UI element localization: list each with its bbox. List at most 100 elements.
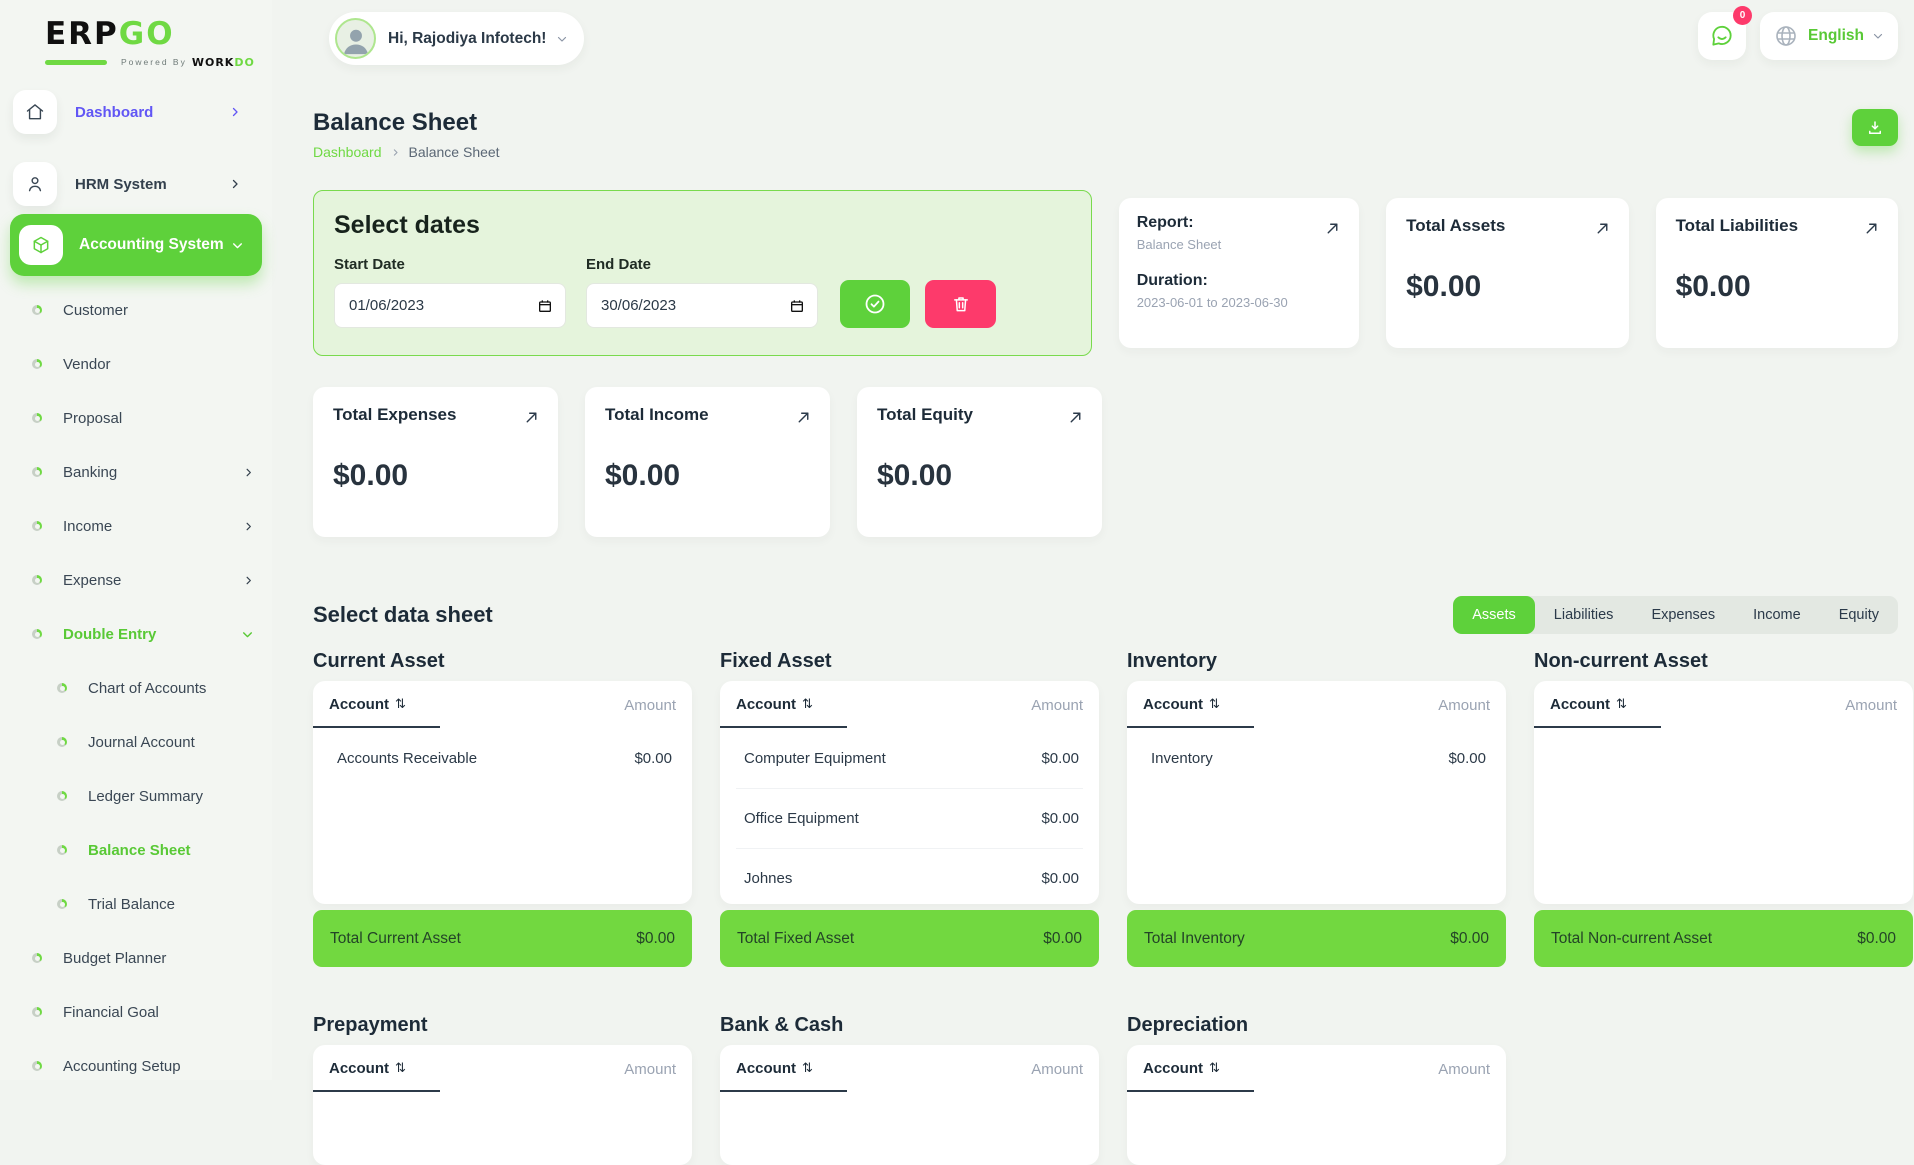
start-date-label: Start Date (334, 256, 405, 273)
sort-icon: ⇅ (1616, 697, 1627, 712)
bullet-icon (57, 683, 67, 693)
sort-icon: ⇅ (395, 697, 406, 712)
globe-icon (1774, 24, 1798, 48)
total-amount: $0.00 (1450, 929, 1489, 947)
amount-cell: $0.00 (1448, 749, 1486, 767)
sidebar: ERPGO Powered By WORKDO Dashboard HRM Sy… (0, 0, 272, 1080)
amount-cell: $0.00 (1041, 749, 1079, 767)
arrow-up-right-icon[interactable] (795, 409, 812, 426)
account-cell: Accounts Receivable (337, 749, 478, 767)
sidebar-item-dashboard[interactable]: Dashboard (13, 90, 259, 134)
bank-cash-section: Bank & Cash Account ⇅ Amount (720, 1014, 1099, 1165)
notifications-button[interactable]: 0 (1698, 6, 1753, 60)
account-column-header[interactable]: Account ⇅ (313, 1060, 440, 1092)
sort-icon: ⇅ (1209, 1061, 1220, 1076)
stat-value: $0.00 (1675, 270, 1751, 303)
user-menu[interactable]: Hi, Rajodiya Infotech! (329, 12, 585, 65)
data-sheet-header: Select data sheet Assets Liabilities Exp… (313, 596, 1898, 634)
depreciation-section: Depreciation Account ⇅ Amount (1127, 1014, 1506, 1165)
sidebar-item-hrm-system[interactable]: HRM System (13, 162, 259, 206)
sidebar-item-financial-goal[interactable]: Financial Goal (0, 992, 272, 1032)
tab-assets[interactable]: Assets (1453, 596, 1535, 634)
arrow-up-right-icon[interactable] (1067, 409, 1084, 426)
brand-erp: ERP (45, 16, 119, 52)
sidebar-item-journal-account[interactable]: Journal Account (0, 722, 272, 762)
calendar-icon[interactable] (789, 298, 805, 314)
account-column-header[interactable]: Account ⇅ (1534, 696, 1661, 728)
amount-column-header: Amount (624, 697, 676, 714)
data-sheet-title: Select data sheet (313, 602, 493, 627)
person-icon (13, 162, 57, 206)
arrow-up-right-icon[interactable] (1863, 220, 1880, 237)
amount-column-header: Amount (1438, 1061, 1490, 1078)
brand-logo-text: ERPGO (45, 19, 272, 50)
report-summary-card: Report: Balance Sheet Duration: 2023-06-… (1118, 198, 1360, 348)
account-column-header[interactable]: Account ⇅ (313, 696, 440, 728)
end-date-input[interactable]: 30/06/2023 (586, 283, 818, 328)
section-title: Prepayment (313, 1014, 428, 1036)
section-title: Fixed Asset (720, 650, 832, 672)
sidebar-item-customer[interactable]: Customer (0, 290, 272, 330)
sidebar-item-label: Financial Goal (63, 1003, 159, 1021)
sidebar-item-double-entry[interactable]: Double Entry (0, 614, 272, 654)
sidebar-item-trial-balance[interactable]: Trial Balance (0, 884, 272, 924)
total-income-card: Total Income $0.00 (585, 387, 830, 537)
sidebar-item-chart-of-accounts[interactable]: Chart of Accounts (0, 668, 272, 708)
arrow-up-right-icon[interactable] (523, 409, 540, 426)
breadcrumb-dashboard-link[interactable]: Dashboard (313, 144, 382, 160)
brand-logo[interactable]: ERPGO Powered By WORKDO (45, 19, 272, 68)
apply-dates-button[interactable] (840, 280, 910, 328)
page-header: Balance Sheet Dashboard Balance Sheet (313, 109, 1898, 160)
account-column-header[interactable]: Account ⇅ (720, 696, 847, 728)
arrow-up-right-icon[interactable] (1594, 220, 1611, 237)
sidebar-item-label: Expense (63, 571, 122, 589)
sidebar-item-balance-sheet[interactable]: Balance Sheet (0, 830, 272, 870)
stat-value: $0.00 (1406, 270, 1482, 303)
sidebar-item-label: Ledger Summary (88, 787, 204, 805)
avatar (335, 18, 376, 59)
sidebar-item-proposal[interactable]: Proposal (0, 398, 272, 438)
amount-column-header: Amount (1031, 697, 1083, 714)
arrow-up-right-icon[interactable] (1324, 220, 1341, 237)
sidebar-item-label: Balance Sheet (88, 841, 191, 859)
language-selector[interactable]: English (1760, 12, 1898, 60)
report-value: Balance Sheet (1136, 237, 1222, 252)
language-label: English (1808, 27, 1864, 44)
tab-liabilities[interactable]: Liabilities (1553, 607, 1614, 623)
sidebar-item-label: Double Entry (63, 625, 157, 643)
section-title: Bank & Cash (720, 1014, 844, 1036)
download-button[interactable] (1852, 109, 1898, 146)
sidebar-item-expense[interactable]: Expense (0, 560, 272, 600)
tab-income[interactable]: Income (1753, 607, 1801, 623)
table-row: Computer Equipment $0.00 (736, 728, 1083, 788)
clear-dates-button[interactable] (925, 280, 996, 328)
download-icon (1866, 119, 1884, 137)
sidebar-item-banking[interactable]: Banking (0, 452, 272, 492)
chevron-right-icon (229, 106, 241, 118)
check-circle-icon (863, 292, 887, 316)
chevron-down-icon (556, 33, 568, 45)
tab-equity[interactable]: Equity (1838, 607, 1879, 623)
non-current-asset-section: Non-current Asset Account ⇅ Amount Total … (1534, 650, 1913, 967)
sidebar-item-label: Banking (63, 463, 118, 481)
inventory-section: Inventory Account ⇅ Amount Inventory $0.0… (1127, 650, 1506, 967)
inventory-table: Account ⇅ Amount Inventory $0.00 (1127, 681, 1506, 904)
trash-icon (951, 294, 971, 314)
account-column-header[interactable]: Account ⇅ (1127, 696, 1254, 728)
chevron-down-icon (1872, 30, 1884, 42)
sidebar-item-accounting-system[interactable]: Accounting System (10, 214, 262, 276)
start-date-input[interactable]: 01/06/2023 (334, 283, 566, 328)
bullet-icon (32, 305, 42, 315)
sidebar-item-income[interactable]: Income (0, 506, 272, 546)
account-column-header[interactable]: Account ⇅ (1127, 1060, 1254, 1092)
tab-expenses[interactable]: Expenses (1651, 607, 1716, 623)
sidebar-item-vendor[interactable]: Vendor (0, 344, 272, 384)
calendar-icon[interactable] (537, 298, 553, 314)
prepayment-table: Account ⇅ Amount (313, 1045, 692, 1165)
sidebar-item-budget-planner[interactable]: Budget Planner (0, 938, 272, 978)
user-greeting: Hi, Rajodiya Infotech! (388, 29, 547, 47)
sidebar-item-accounting-setup[interactable]: Accounting Setup (0, 1046, 272, 1086)
account-column-header[interactable]: Account ⇅ (720, 1060, 847, 1092)
sidebar-item-ledger-summary[interactable]: Ledger Summary (0, 776, 272, 816)
